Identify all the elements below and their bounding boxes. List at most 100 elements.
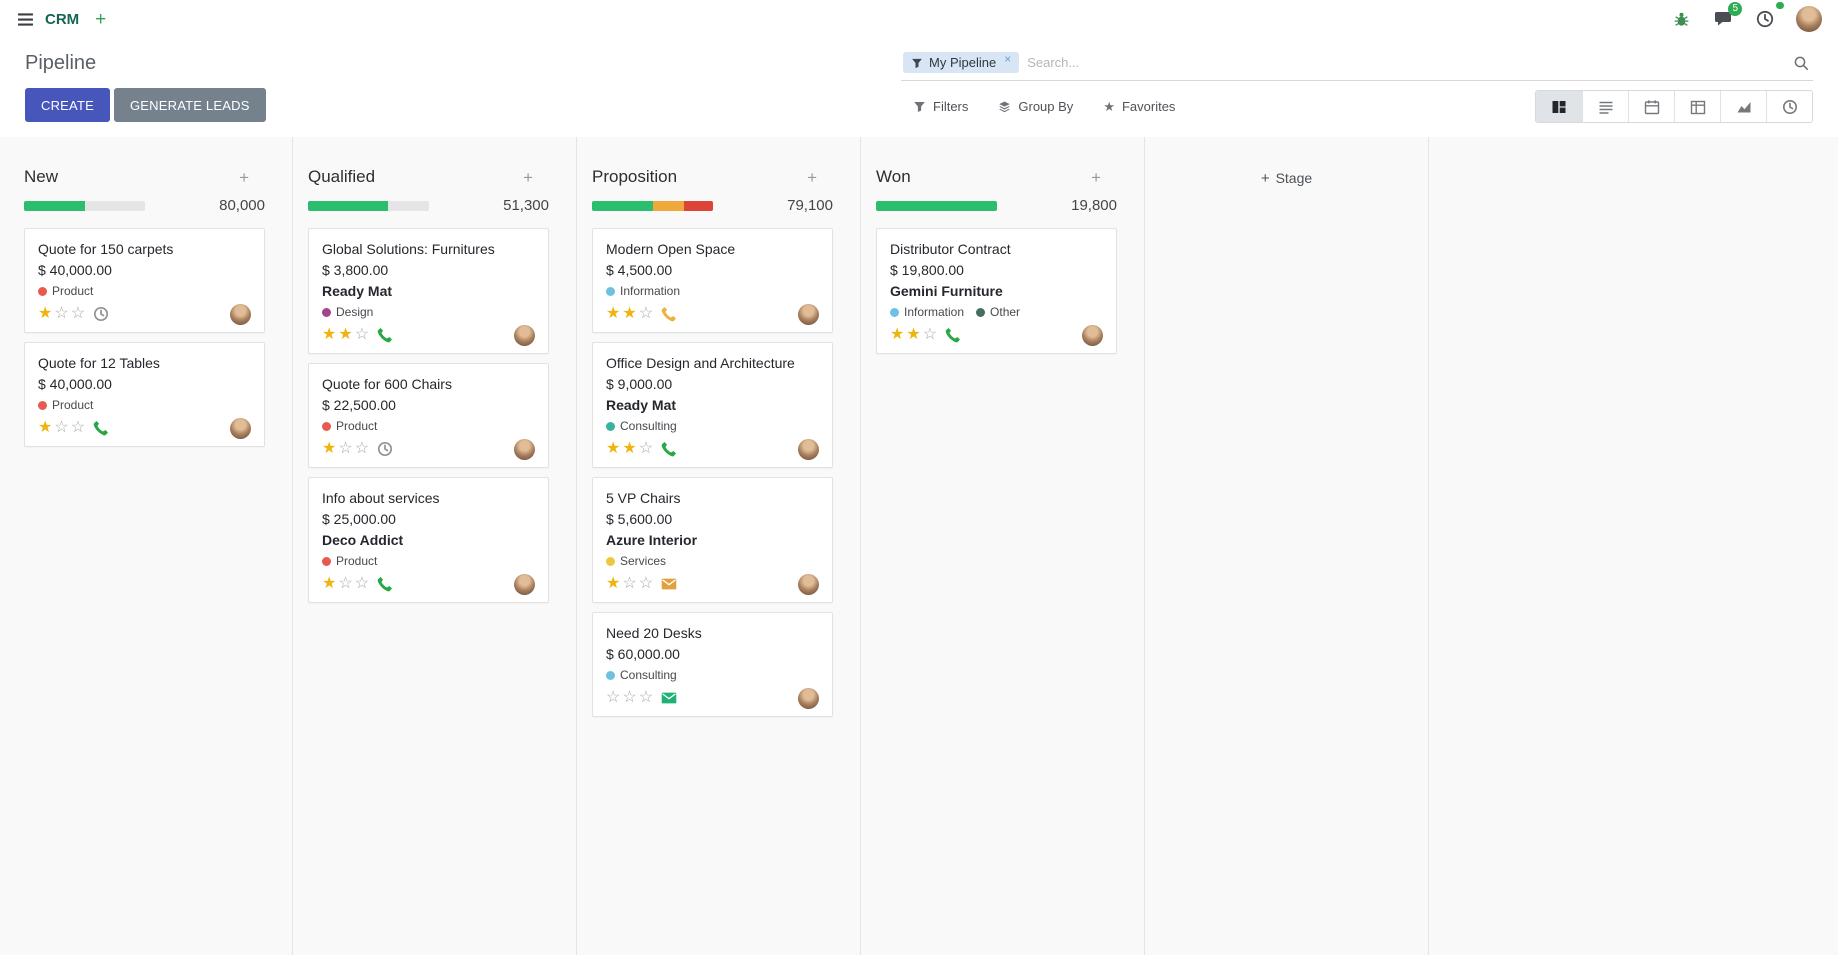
progress-segment-danger[interactable] (683, 200, 713, 211)
kanban-card[interactable]: Office Design and Architecture $ 9,000.00… (592, 342, 833, 468)
activities-button[interactable] (1752, 2, 1784, 32)
bug-icon (1673, 11, 1690, 28)
star-icon[interactable]: ☆ (70, 419, 86, 436)
search-bar[interactable]: My Pipeline × (901, 50, 1813, 81)
priority-stars: ★ ★ ☆ (322, 327, 369, 343)
activity-clock-icon[interactable] (93, 306, 109, 322)
star-icon[interactable]: ★ (338, 326, 353, 343)
column-quick-create-icon[interactable]: + (523, 167, 533, 187)
activity-phone-icon[interactable] (945, 327, 961, 343)
pivot-view-icon (1690, 100, 1705, 114)
kanban-card[interactable]: Quote for 600 Chairs $ 22,500.00 Product ★ ☆… (308, 363, 549, 468)
salesperson-avatar (230, 303, 251, 325)
column-progressbar[interactable] (308, 200, 429, 211)
kanban-card[interactable]: Distributor Contract $ 19,800.00 Gemini Fu… (876, 228, 1117, 354)
priority-stars: ☆ ☆ ☆ (606, 690, 653, 706)
app-name[interactable]: CRM (45, 10, 80, 28)
progress-segment-success[interactable] (24, 200, 85, 211)
star-icon[interactable]: ☆ (338, 575, 353, 592)
create-button[interactable]: CREATE (25, 88, 110, 122)
messages-button[interactable]: 5 (1710, 2, 1742, 32)
star-icon[interactable]: ★ (622, 305, 637, 322)
kanban-card[interactable]: Global Solutions: Furnitures $ 3,800.00 Re… (308, 228, 549, 354)
star-icon[interactable]: ☆ (354, 575, 370, 592)
activity-envelope-icon[interactable] (661, 690, 677, 706)
search-input[interactable] (1019, 55, 1793, 70)
kanban-card[interactable]: Quote for 12 Tables $ 40,000.00 Product ★ ☆ ☆ (24, 342, 265, 447)
star-icon[interactable]: ☆ (622, 575, 637, 592)
view-pivot-button[interactable] (1674, 91, 1720, 122)
star-icon[interactable]: ☆ (622, 689, 637, 706)
user-avatar[interactable] (1796, 6, 1822, 32)
star-icon[interactable]: ★ (322, 575, 337, 592)
generate-leads-button[interactable]: GENERATE LEADS (113, 88, 266, 122)
column-quick-create-icon[interactable]: + (239, 167, 249, 187)
activity-phone-icon[interactable] (93, 420, 109, 436)
group-by-button[interactable]: Group By (998, 99, 1073, 114)
column-meta: 51,300 (308, 197, 549, 214)
activity-phone-icon[interactable] (661, 306, 677, 322)
star-icon[interactable]: ★ (606, 305, 621, 322)
filters-button[interactable]: Filters (913, 99, 968, 114)
progress-segment-success[interactable] (876, 200, 997, 211)
column-quick-create-icon[interactable]: + (1091, 167, 1101, 187)
tag-label: Services (620, 554, 667, 568)
activity-phone-icon[interactable] (377, 576, 393, 592)
column-progressbar[interactable] (876, 200, 997, 211)
star-icon[interactable]: ☆ (638, 689, 654, 706)
priority-stars: ★ ☆ ☆ (322, 576, 369, 592)
activity-phone-icon[interactable] (661, 441, 677, 457)
star-icon[interactable]: ☆ (70, 305, 86, 322)
star-icon[interactable]: ☆ (638, 575, 654, 592)
kanban-card[interactable]: Modern Open Space $ 4,500.00 Information ★ ★… (592, 228, 833, 333)
kanban-card[interactable]: 5 VP Chairs $ 5,600.00 Azure Interior Servi… (592, 477, 833, 603)
kanban-card[interactable]: Need 20 Desks $ 60,000.00 Consulting ☆ ☆ ☆ (592, 612, 833, 717)
quick-add-button[interactable]: + (91, 10, 110, 29)
star-icon[interactable]: ☆ (338, 440, 353, 457)
tag-dot-icon (38, 400, 47, 410)
column-progressbar[interactable] (592, 200, 713, 211)
kanban-card[interactable]: Quote for 150 carpets $ 40,000.00 Product ★… (24, 228, 265, 333)
kanban-card[interactable]: Info about services $ 25,000.00 Deco Addic… (308, 477, 549, 603)
star-icon[interactable]: ★ (622, 440, 637, 457)
star-icon[interactable]: ★ (322, 326, 337, 343)
view-activity-button[interactable] (1766, 91, 1812, 122)
star-icon[interactable]: ★ (890, 326, 905, 343)
progress-segment-success[interactable] (592, 200, 653, 211)
activity-clock-icon[interactable] (377, 441, 393, 457)
view-graph-button[interactable] (1720, 91, 1766, 122)
star-icon[interactable]: ★ (606, 440, 621, 457)
debug-button[interactable] (1669, 7, 1694, 32)
apps-menu-button[interactable] (13, 7, 38, 32)
star-icon[interactable]: ☆ (638, 440, 654, 457)
view-kanban-button[interactable] (1536, 91, 1582, 122)
favorites-button[interactable]: ★ Favorites (1103, 99, 1175, 114)
star-icon[interactable]: ☆ (606, 689, 621, 706)
card-tags: Product (322, 419, 535, 433)
star-icon[interactable]: ☆ (354, 440, 370, 457)
remove-facet-icon[interactable]: × (1004, 52, 1012, 66)
star-icon[interactable]: ☆ (638, 305, 654, 322)
star-icon[interactable]: ☆ (354, 326, 370, 343)
card-footer: ★ ★ ☆ (606, 302, 819, 326)
column-progressbar[interactable] (24, 200, 145, 211)
star-icon[interactable]: ★ (606, 575, 621, 592)
star-icon[interactable]: ★ (38, 419, 53, 436)
activity-envelope-icon[interactable] (661, 576, 677, 592)
activity-phone-icon[interactable] (377, 327, 393, 343)
view-list-button[interactable] (1582, 91, 1628, 122)
column-quick-create-icon[interactable]: + (807, 167, 817, 187)
add-stage-column[interactable]: + Stage (1145, 137, 1429, 955)
tag-dot-icon (322, 307, 331, 317)
star-icon[interactable]: ☆ (54, 419, 69, 436)
star-icon[interactable]: ★ (906, 326, 921, 343)
progress-segment-success[interactable] (308, 200, 388, 211)
star-icon[interactable]: ★ (38, 305, 53, 322)
plus-icon: + (95, 8, 107, 30)
view-calendar-button[interactable] (1628, 91, 1674, 122)
star-icon[interactable]: ★ (322, 440, 337, 457)
progress-segment-warning[interactable] (652, 200, 684, 211)
star-icon[interactable]: ☆ (54, 305, 69, 322)
star-icon[interactable]: ☆ (922, 326, 938, 343)
search-icon[interactable] (1793, 55, 1809, 71)
